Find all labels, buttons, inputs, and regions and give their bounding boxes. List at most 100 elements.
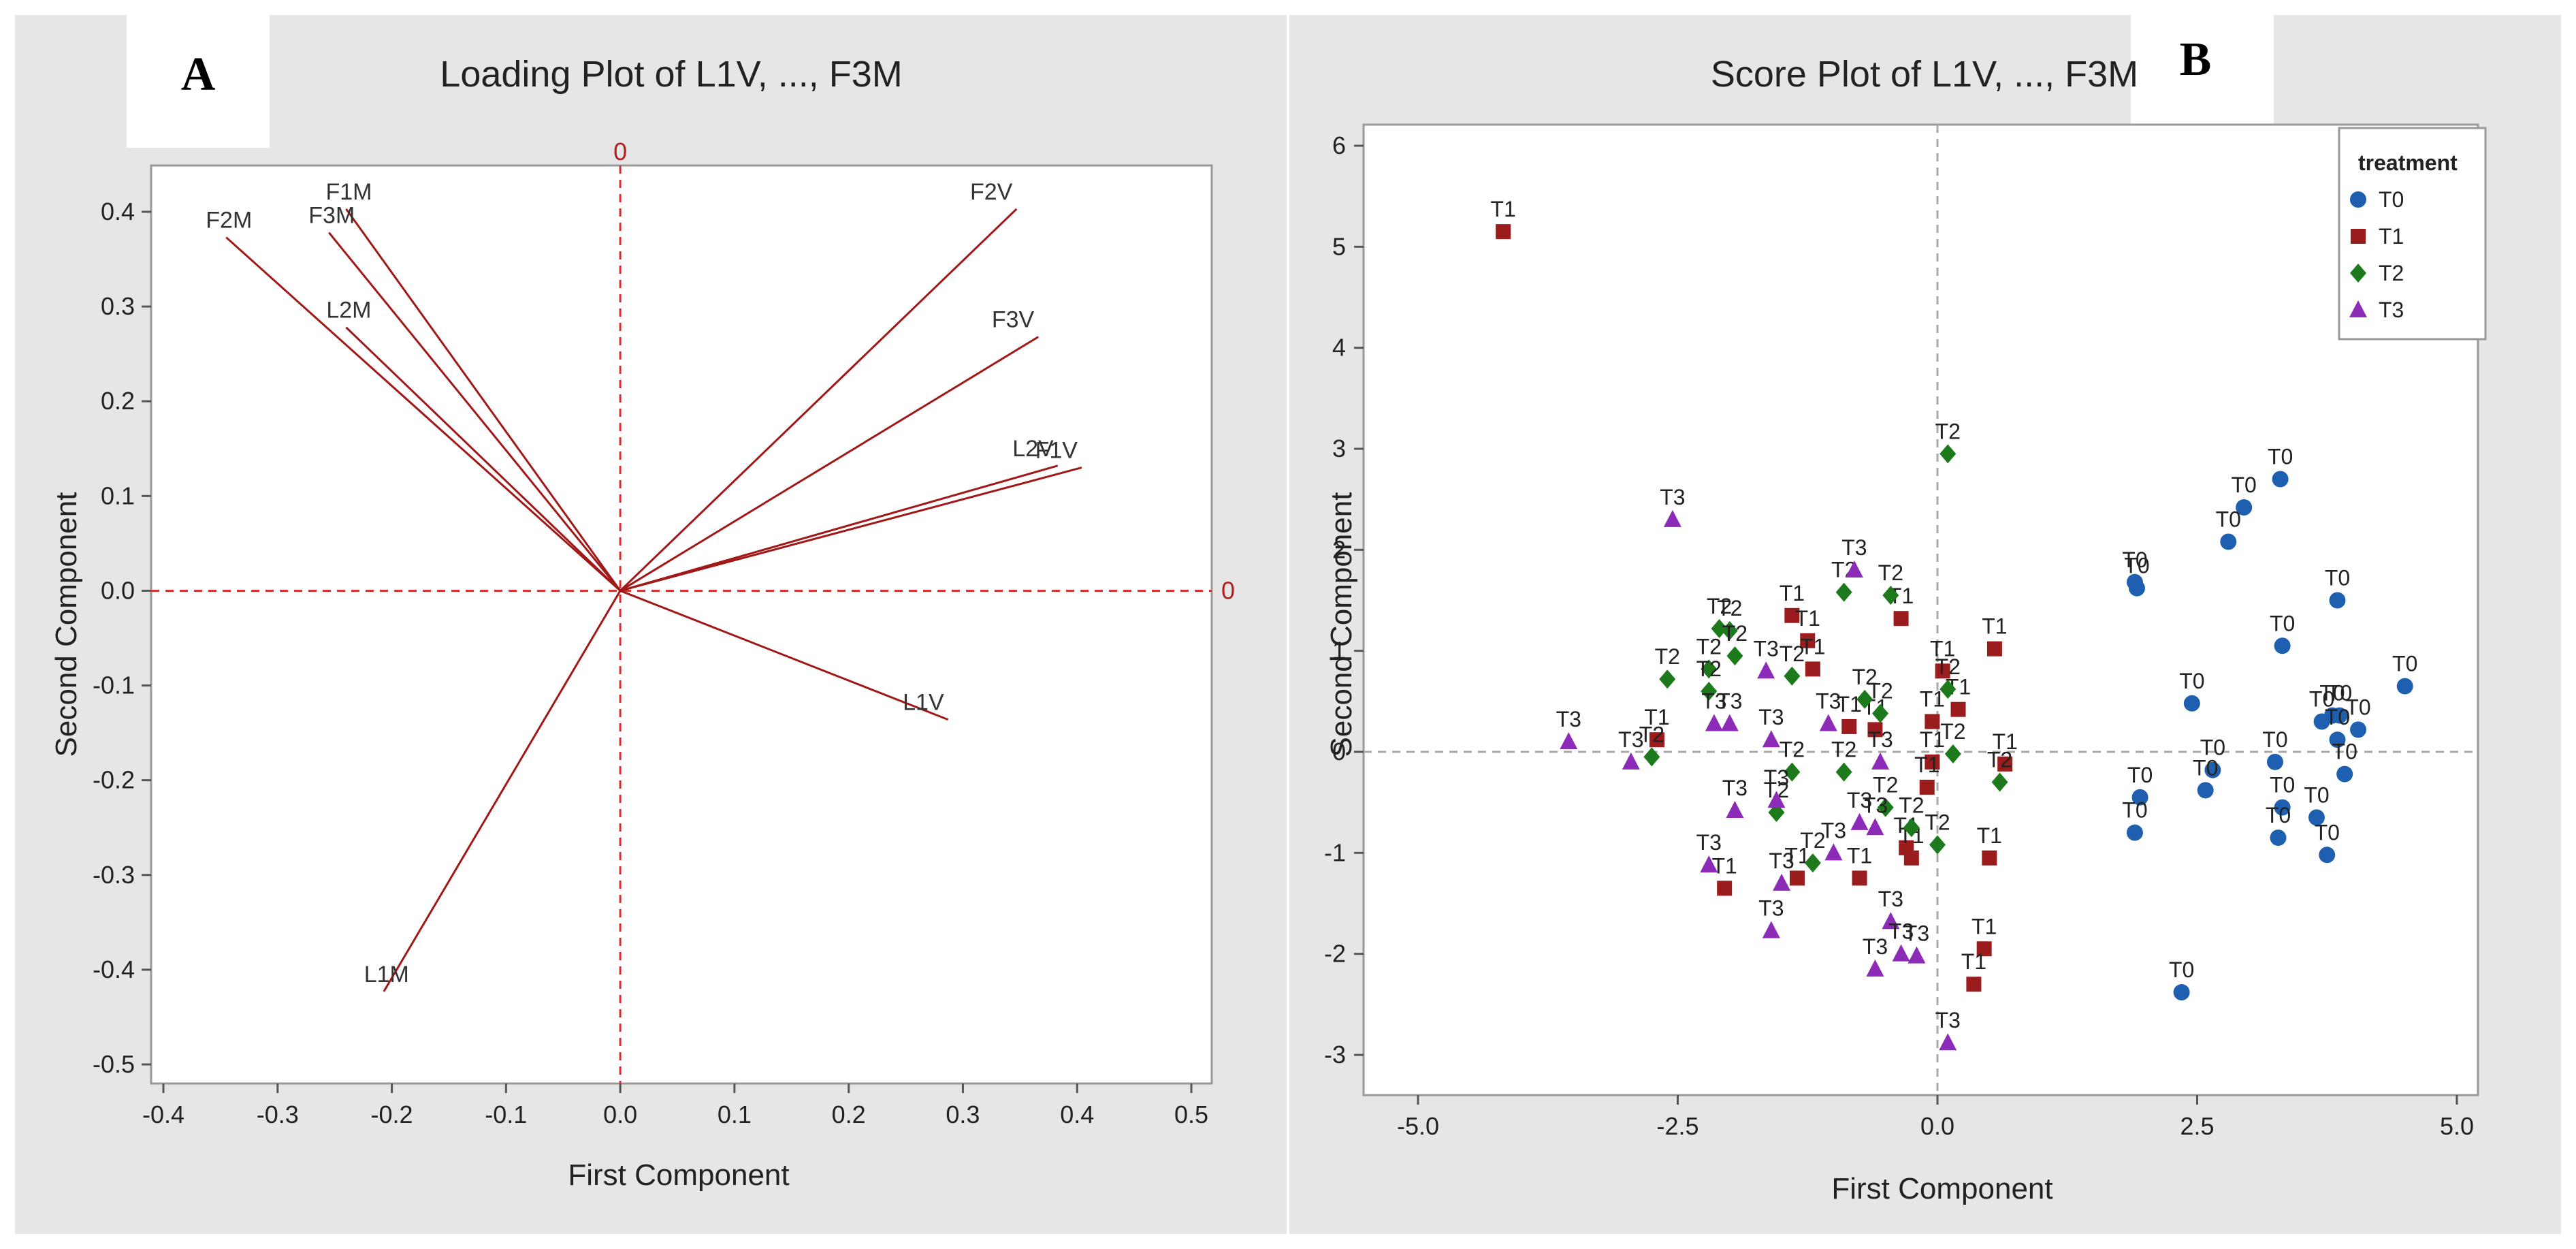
score-point-label-t0: T0 [2200, 736, 2225, 760]
score-point-t0 [2274, 799, 2291, 816]
score-point-t1 [1841, 718, 1857, 734]
score-point-label-t2: T2 [1717, 596, 1742, 620]
y-tick-label: 0.2 [101, 387, 135, 415]
score-point-label-t3: T3 [1867, 727, 1893, 752]
y-tick-label: 1 [1332, 637, 1346, 665]
x-tick-label: 0.0 [1920, 1112, 1954, 1140]
score-point-label-t3: T3 [1841, 535, 1867, 560]
loading-vector-l2v [619, 464, 1059, 592]
score-point-t2 [1856, 689, 1873, 709]
score-point-t1 [1950, 701, 1966, 717]
score-point-t3 [1939, 1033, 1957, 1051]
score-point-label-t0: T0 [2179, 669, 2204, 693]
score-point-label-t0: T0 [2169, 958, 2194, 982]
score-point-t1 [1935, 663, 1950, 679]
score-point-t1 [1925, 714, 1940, 729]
legend-items: T0 T1 T2 T3 [2349, 187, 2404, 322]
score-point-t1 [1784, 607, 1800, 623]
score-point-label-t0: T0 [2231, 473, 2256, 497]
score-point-label-t3: T3 [1863, 934, 1888, 959]
loading-vector-f2v [619, 208, 1018, 592]
score-point-label-t0: T0 [2325, 566, 2350, 590]
x-tick-label: -0.3 [257, 1101, 299, 1128]
score-point-t1 [1867, 722, 1883, 738]
score-point-label-t2: T2 [1696, 657, 1722, 681]
loading-vector-l1m [383, 590, 622, 992]
score-point-label-t0: T0 [2127, 763, 2153, 787]
score-point-label-t2: T2 [1696, 634, 1722, 659]
score-point-t0 [2396, 678, 2413, 695]
score-point-label-t1: T1 [1930, 636, 1955, 661]
score-point-label-t3: T3 [1816, 689, 1841, 713]
score-point-label-t0: T0 [2270, 611, 2295, 635]
y-tick-label: 2 [1332, 535, 1346, 563]
score-point-label-t2: T2 [1867, 679, 1893, 703]
score-point-label-t0: T0 [2309, 687, 2334, 712]
score-point-label-t2: T2 [1800, 828, 1825, 853]
legend: treatment T0 T1 T2 T3 [2338, 127, 2487, 341]
score-point-t3 [1850, 812, 1869, 830]
score-point-t2 [1784, 666, 1801, 686]
score-point-t1 [1966, 977, 1982, 992]
x-tick-label: 0.2 [832, 1101, 866, 1128]
score-point-t0 [2128, 580, 2145, 597]
score-plot-reference-lines [1364, 125, 2478, 1095]
score-point-label-t3: T3 [1764, 765, 1789, 790]
score-point-t0 [2126, 824, 2143, 841]
score-point-t2 [1877, 797, 1894, 817]
score-point-label-t0: T0 [2268, 445, 2293, 469]
score-point-t0 [2270, 829, 2287, 847]
loading-plot-x-label: First Component [568, 1158, 789, 1192]
x-tick-label: 0.0 [603, 1101, 637, 1128]
loading-vector-f3v [619, 336, 1039, 592]
legend-marker-t0 [2350, 191, 2366, 208]
score-point-t2 [1872, 703, 1889, 723]
score-point-label-t0: T0 [2332, 740, 2357, 764]
score-point-label-t0: T0 [2193, 755, 2218, 780]
score-point-t3 [1824, 843, 1843, 861]
score-point-label-t3: T3 [1556, 707, 1581, 731]
score-point-label-t2: T2 [1935, 654, 1961, 679]
loading-plot-title: Loading Plot of L1V, ..., F3M [440, 54, 902, 95]
x-tick-label: -0.2 [371, 1101, 413, 1128]
y-tick-label: 0 [1332, 738, 1346, 765]
y-tick-label: -0.2 [93, 766, 135, 794]
score-point-label-t3: T3 [1696, 830, 1722, 855]
score-point-label-t1: T1 [1780, 581, 1805, 605]
score-point-label-t2: T2 [1878, 560, 1903, 585]
legend-label-t2: T2 [2379, 261, 2404, 285]
loading-plot-area [150, 164, 1213, 1085]
score-point-label-t2: T2 [1707, 594, 1732, 618]
score-point-label-t1: T1 [1644, 705, 1669, 729]
score-point-t0 [2313, 713, 2330, 730]
x-tick-label: 0.1 [718, 1101, 752, 1128]
legend-marker-t2 [2350, 264, 2366, 283]
score-point-label-t3: T3 [1758, 705, 1784, 729]
score-point-t1 [1997, 756, 2013, 772]
score-point-t3 [1622, 752, 1640, 770]
legend-label-t1: T1 [2379, 224, 2404, 249]
score-point-t2 [1721, 621, 1738, 640]
score-point-label-t2: T2 [1831, 738, 1856, 762]
loading-plot-y-label: Second Component [50, 492, 83, 757]
score-point-label-t1: T1 [1982, 614, 2007, 639]
loading-label-l2m: L2M [326, 298, 371, 323]
loading-label-f1m: F1M [325, 179, 372, 205]
score-point-t2 [1939, 680, 1957, 699]
score-point-t3 [1907, 946, 1926, 964]
score-point-t1 [1986, 641, 2002, 657]
score-point-t0 [2274, 637, 2291, 654]
score-point-t0 [2236, 499, 2253, 516]
score-point-t1 [1925, 754, 1940, 770]
loading-vector-l2m [345, 326, 622, 592]
score-plot-area [1362, 123, 2479, 1096]
score-plot-x-label: First Component [1831, 1172, 2052, 1205]
score-point-label-t2: T2 [1873, 773, 1898, 797]
score-point-t2 [1701, 682, 1718, 701]
loading-vector-f3m [328, 232, 622, 592]
score-point-label-t0: T0 [2392, 652, 2417, 676]
score-point-t2 [1804, 853, 1821, 873]
score-point-label-t3: T3 [1701, 689, 1726, 713]
